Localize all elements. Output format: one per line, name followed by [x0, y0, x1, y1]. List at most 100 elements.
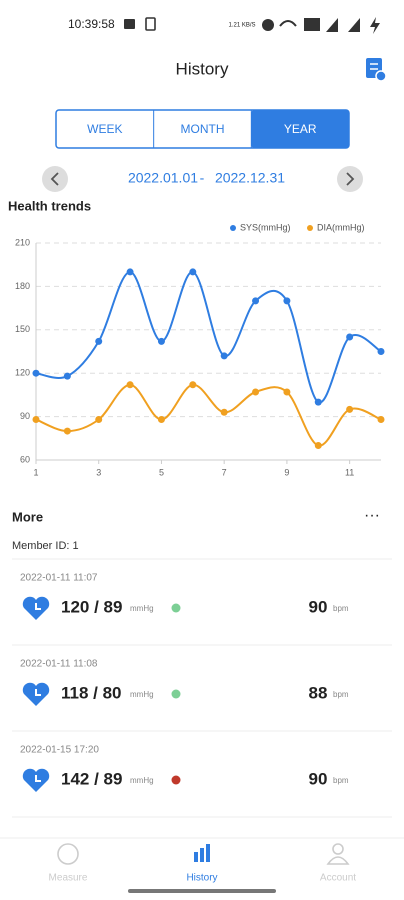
x-tick-label: 9	[284, 467, 289, 477]
data-point	[283, 388, 291, 396]
record-reading: 118 / 80	[61, 683, 122, 702]
data-point	[157, 415, 165, 423]
status-time: 10:39:58	[68, 17, 115, 31]
record-time: 2022-01-11 11:07	[20, 573, 98, 584]
record-pulse: 88	[309, 683, 328, 702]
tab-label: YEAR	[284, 122, 317, 136]
data-point	[189, 268, 197, 276]
status-network: 1.21 KB/S	[228, 23, 255, 29]
clock-hand	[35, 603, 41, 610]
data-point	[126, 268, 134, 276]
nav-icon[interactable]	[332, 843, 344, 855]
x-tick-label: 7	[222, 467, 227, 477]
record-pulse: 90	[309, 769, 328, 788]
data-point	[189, 381, 197, 389]
data-point	[377, 415, 385, 423]
record-time: 2022-01-11 11:08	[20, 659, 98, 670]
clock-hand	[35, 689, 41, 696]
data-point	[157, 337, 165, 345]
status-icon	[348, 18, 360, 32]
y-tick-label: 120	[15, 368, 30, 378]
series-line	[35, 270, 382, 404]
record-unit: mmHg	[130, 776, 154, 785]
data-point	[220, 352, 228, 360]
nav-icon[interactable]	[326, 856, 350, 865]
data-point	[32, 415, 40, 423]
home-indicator	[128, 889, 276, 893]
status-icon	[262, 19, 274, 31]
chart-title: Health trends	[8, 198, 91, 213]
record-unit: mmHg	[130, 604, 154, 613]
data-point	[346, 405, 354, 413]
data-point	[220, 408, 228, 416]
y-tick-label: 180	[15, 281, 30, 291]
data-point	[63, 372, 71, 380]
record-pulse-unit: bpm	[333, 776, 349, 785]
date-start: 2022.01.01	[128, 170, 198, 186]
nav-icon[interactable]	[57, 843, 79, 865]
nav-label[interactable]: Measure	[49, 873, 88, 884]
legend-dot	[307, 225, 313, 231]
header-title: History	[176, 59, 229, 78]
prev-arrow	[50, 172, 59, 186]
date-end: 2022.12.31	[215, 170, 285, 186]
legend-label: SYS(mmHg)	[240, 222, 291, 232]
x-tick-label: 11	[345, 467, 354, 477]
legend-label: DIA(mmHg)	[317, 222, 365, 232]
status-icon	[124, 19, 135, 29]
y-tick-label: 90	[20, 411, 30, 421]
data-point	[126, 381, 134, 389]
status-icon	[304, 18, 320, 31]
nav-label[interactable]: Account	[320, 873, 356, 884]
status-dot	[171, 603, 181, 613]
tab-selected[interactable]	[251, 110, 349, 148]
record-pulse-unit: bpm	[333, 604, 349, 613]
data-point	[252, 297, 260, 305]
legend-dot	[230, 225, 236, 231]
data-point	[346, 333, 354, 341]
y-tick-label: 150	[15, 324, 30, 334]
more-menu[interactable]: ···	[364, 507, 380, 524]
record-reading: 142 / 89	[61, 769, 122, 788]
date-separator: -	[200, 170, 205, 186]
next-button[interactable]	[337, 166, 363, 192]
y-tick-label: 210	[15, 237, 30, 247]
nav-label[interactable]: History	[186, 873, 217, 884]
status-icon	[145, 17, 156, 31]
record-unit: mmHg	[130, 690, 154, 699]
nav-icon[interactable]	[200, 848, 204, 862]
clock-hand	[35, 775, 41, 782]
tab-label: MONTH	[181, 122, 225, 136]
nav-icon[interactable]	[206, 844, 210, 862]
data-point	[314, 398, 322, 406]
y-tick-label: 60	[20, 454, 30, 464]
status-icon	[279, 20, 297, 27]
data-point	[95, 415, 103, 423]
series-line	[35, 383, 382, 447]
data-point	[95, 337, 103, 345]
record-time: 2022-01-15 17:20	[20, 745, 99, 756]
member-id: Member ID: 1	[12, 540, 79, 552]
data-point	[283, 297, 291, 305]
x-tick-label: 3	[96, 467, 101, 477]
nav-icon[interactable]	[194, 852, 198, 862]
data-point	[32, 369, 40, 377]
record-pulse: 90	[309, 597, 328, 616]
status-icon	[370, 17, 380, 34]
data-point	[252, 388, 260, 396]
report-icon[interactable]	[366, 58, 387, 82]
record-pulse-unit: bpm	[333, 690, 349, 699]
status-dot	[171, 775, 181, 785]
prev-button[interactable]	[42, 166, 68, 192]
data-point	[377, 348, 385, 355]
data-point	[63, 427, 71, 435]
x-tick-label: 5	[159, 467, 164, 477]
status-dot	[171, 689, 181, 699]
next-arrow	[346, 172, 355, 186]
tab-label: WEEK	[87, 122, 122, 136]
data-point	[314, 442, 322, 450]
record-reading: 120 / 89	[61, 597, 122, 616]
status-icon	[326, 18, 338, 32]
more-title: More	[12, 509, 43, 524]
